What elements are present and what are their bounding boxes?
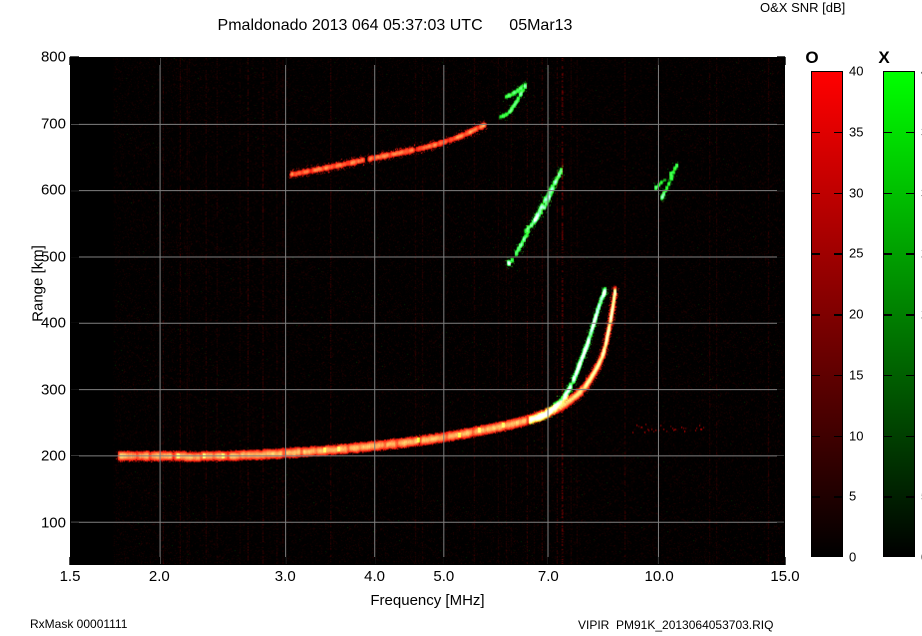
colorbar-tick-label: 30 (849, 185, 864, 200)
colorbar-tick-label: 25 (849, 245, 864, 261)
x-tick-label: 10.0 (644, 568, 674, 585)
y-axis-ticklabels: 100 200 300 400 500 600 700 800 (12, 0, 66, 636)
colorbar-o-title: O (805, 48, 819, 67)
colorbar-tick-mark (906, 496, 914, 498)
colorbar-super-title: O&X SNR [dB] (760, 0, 846, 15)
x-tick-label: 15.0 (770, 568, 800, 585)
colorbar-tick-label: 35 (849, 124, 864, 140)
x-tick-label: 2.0 (148, 568, 170, 585)
colorbar-tick-mark (812, 496, 820, 498)
y-tick-label: 100 (40, 514, 66, 532)
y-axis-title: Range [km] (29, 245, 47, 322)
colorbar-tick-mark (884, 374, 892, 377)
colorbar-tick-mark (812, 374, 820, 377)
colorbar-tick-mark (906, 192, 914, 194)
colorbar-tick-mark (834, 253, 842, 255)
colorbar-tick-mark (906, 131, 914, 134)
x-tick-label: 5.0 (433, 568, 455, 585)
y-tick-label: 300 (40, 381, 66, 399)
colorbar-tick-mark (884, 314, 892, 316)
x-tick-label: 4.0 (364, 568, 385, 585)
colorbar-tick-label: 20 (849, 306, 864, 322)
y-tick-label: 200 (40, 447, 66, 465)
colorbar-tick-mark (906, 374, 914, 377)
ionogram-canvas (71, 58, 784, 564)
colorbar-tick-mark (834, 496, 842, 498)
rxmask-label: RxMask 00001111 (30, 617, 128, 631)
source-file-label: VIPIR PM91K_2013064053703.RIQ (578, 618, 774, 632)
colorbar-tick-mark (834, 131, 842, 134)
colorbar-tick-mark (884, 192, 892, 194)
colorbar-tick-mark (812, 314, 820, 316)
y-tick-label: 800 (40, 48, 66, 66)
y-tick-label: 500 (40, 248, 66, 266)
y-tick-label: 600 (40, 181, 66, 199)
colorbar-tick-mark (884, 435, 892, 437)
colorbar-tick-mark (884, 496, 892, 498)
colorbar-tick-mark (906, 314, 914, 316)
colorbar-tick-mark (834, 435, 842, 437)
colorbar-tick-mark (812, 131, 820, 134)
colorbar-tick-mark (834, 314, 842, 316)
colorbar-tick-mark (812, 253, 820, 255)
y-tick-label: 400 (40, 314, 66, 332)
colorbar-tick-mark (834, 374, 842, 377)
colorbar-tick-label: 40 (849, 63, 864, 79)
colorbar-tick-mark (834, 192, 842, 194)
colorbar-tick-label: 5 (849, 488, 857, 504)
x-tick-label: 1.5 (59, 568, 81, 585)
y-tick-label: 700 (40, 115, 66, 133)
colorbar-tick-mark (812, 435, 820, 437)
colorbar-tick-mark (884, 253, 892, 255)
colorbar-tick-label: 10 (849, 428, 864, 443)
colorbar-tick-mark (906, 253, 914, 255)
colorbar-tick-label: 15 (849, 367, 864, 383)
colorbar-tick-mark (906, 435, 914, 437)
x-axis-title: Frequency [MHz] (370, 592, 485, 609)
colorbar-tick-label: 0 (849, 549, 857, 565)
colorbar-tick-mark (884, 131, 892, 134)
x-tick-label: 7.0 (537, 568, 559, 585)
page-title: Pmaldonado 2013 064 05:37:03 UTC 05Mar13 (217, 17, 573, 34)
colorbar-tick-mark (812, 192, 820, 194)
x-tick-label: 3.0 (274, 568, 296, 585)
plot-area[interactable] (70, 57, 785, 565)
colorbar-x-title: X (878, 48, 890, 67)
